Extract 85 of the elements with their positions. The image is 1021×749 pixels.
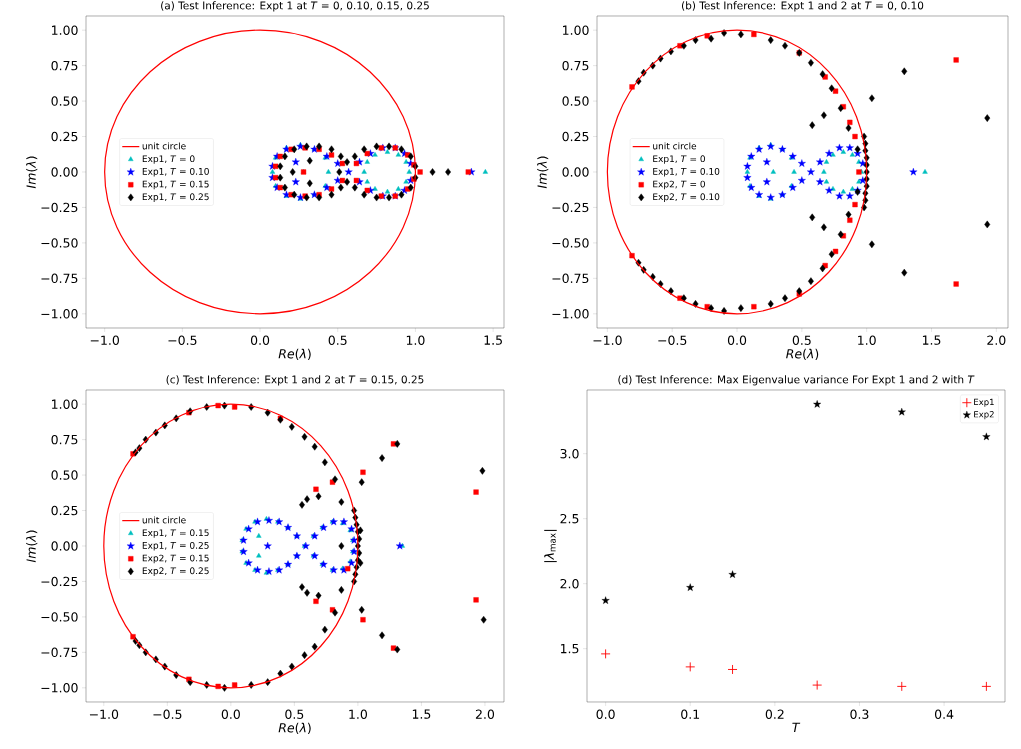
x-axis-title: Re(λ) — [278, 722, 311, 734]
y-tick-label: −0.75 — [552, 273, 589, 284]
legend-label: Exp1, T = 0.25 — [142, 193, 209, 202]
y-tick-label: 0.50 — [51, 96, 78, 106]
y-tick-label: 1.5 — [560, 644, 579, 654]
y-tick-label: 0.50 — [562, 96, 589, 106]
x-tick-label: 0.0 — [250, 335, 270, 345]
y-tick-label: 3.0 — [560, 448, 579, 459]
y-tick-label: 1.00 — [52, 25, 78, 35]
y-axis-title: Im(λ) — [26, 530, 38, 563]
x-tick-label: 0.3 — [850, 709, 869, 719]
x-axis-title: T — [792, 722, 801, 732]
y-tick-label: −0.50 — [552, 238, 589, 248]
legend-label: Exp1 — [974, 398, 994, 407]
y-tick-label: −0.75 — [41, 647, 78, 658]
x-tick-label: 1.0 — [349, 709, 367, 719]
y-tick-label: −0.25 — [41, 202, 78, 213]
legend-label: Exp1, T = 0.25 — [142, 541, 209, 551]
y-axis-title: Im(λ) — [26, 156, 38, 189]
y-tick-label: −0.50 — [41, 238, 78, 248]
annotation: unit circle — [142, 516, 186, 524]
x-tick-label: 1.5 — [412, 709, 431, 719]
y-axis-title: Im(λ) — [537, 156, 549, 189]
legend-label: Exp1, T = 0 — [142, 155, 195, 164]
x-tick-label: 2.0 — [475, 709, 495, 719]
legend-label: Exp1, T = 0.15 — [142, 529, 209, 538]
legend-label: Exp1, T = 0.10 — [653, 167, 720, 177]
x-tick-label: 1.5 — [484, 335, 502, 345]
legend-label: Exp1, T = 0 — [653, 155, 705, 164]
x-tick-label: 0.5 — [328, 335, 347, 345]
legend-label: Exp1, T = 0.10 — [142, 167, 209, 177]
y-tick-label: −0.75 — [41, 273, 78, 284]
y-tick-label: 0.75 — [562, 60, 589, 71]
y-tick-label: 0.25 — [51, 505, 78, 516]
x-tick-label: 1.0 — [858, 335, 876, 345]
chart-title: (c) Test Inference: Expt 1 and 2 at T = 0.15, 0.25 — [166, 375, 424, 386]
x-tick-label: 2.0 — [987, 335, 1006, 345]
legend-label: Exp2, T = 0.25 — [142, 567, 209, 576]
x-tick-label: 1.0 — [406, 335, 425, 345]
legend-label: Exp2 — [974, 411, 994, 420]
y-tick-label: −0.25 — [552, 202, 589, 213]
y-tick-label: 0.00 — [51, 541, 78, 551]
legend-label: Exp2, T = 0 — [653, 180, 705, 190]
y-tick-label: −0.50 — [41, 612, 78, 622]
x-tick-label: −1.0 — [593, 335, 622, 345]
y-tick-label: 0.75 — [51, 60, 78, 71]
y-tick-label: −0.25 — [41, 576, 78, 587]
legend-label: Exp2, T = 0.10 — [653, 193, 720, 202]
annotation: unit circle — [653, 142, 697, 150]
x-tick-label: 0.5 — [792, 335, 811, 345]
x-axis-title: Re(λ) — [278, 348, 311, 360]
y-tick-label: −1.00 — [41, 683, 78, 693]
legend-label: Exp1, T = 0.15 — [142, 180, 209, 190]
x-tick-label: 0.0 — [221, 709, 240, 719]
y-tick-label: 0.75 — [51, 434, 78, 445]
y-tick-label: 0.00 — [51, 167, 78, 177]
x-tick-label: 0.2 — [765, 709, 784, 719]
y-tick-label: 2.0 — [560, 578, 579, 589]
y-tick-label: −1.00 — [552, 309, 589, 319]
x-tick-label: −0.5 — [153, 709, 182, 719]
x-tick-label: 0.0 — [727, 335, 747, 345]
y-tick-label: 1.00 — [52, 399, 78, 409]
x-tick-label: −1.0 — [89, 709, 119, 719]
x-tick-label: 0.4 — [934, 709, 954, 719]
y-tick-label: 0.25 — [51, 131, 78, 142]
y-tick-label: 1.00 — [563, 25, 589, 35]
y-tick-label: 0.25 — [562, 131, 589, 142]
y-tick-label: −1.00 — [41, 309, 78, 319]
chart-title: (d) Test Inference: Max Eigenvalue variance For Expt 1 and 2 with T — [618, 375, 975, 386]
x-tick-label: −1.0 — [90, 335, 119, 345]
chart-title: (a) Test Inference: Expt 1 at T = 0, 0.10, 0.15, 0.25 — [161, 1, 429, 12]
x-tick-label: 0.0 — [596, 709, 615, 719]
x-tick-label: −0.5 — [168, 335, 197, 345]
x-tick-label: −0.5 — [658, 335, 687, 345]
x-axis-title: Re(λ) — [786, 348, 819, 360]
y-tick-label: 0.00 — [562, 167, 589, 177]
y-axis-title: |λ$_{max}$| — [544, 529, 557, 563]
legend-label: Exp2, T = 0.15 — [142, 554, 209, 564]
x-tick-label: 1.5 — [922, 335, 941, 345]
x-tick-label: 0.5 — [285, 709, 304, 719]
y-tick-label: 2.5 — [560, 513, 579, 524]
annotation: unit circle — [142, 142, 186, 150]
chart-title: (b) Test Inference: Expt 1 and 2 at T = 0, 0.10 — [681, 1, 924, 12]
y-tick-label: 0.50 — [51, 470, 78, 480]
x-tick-label: 0.1 — [681, 709, 700, 719]
